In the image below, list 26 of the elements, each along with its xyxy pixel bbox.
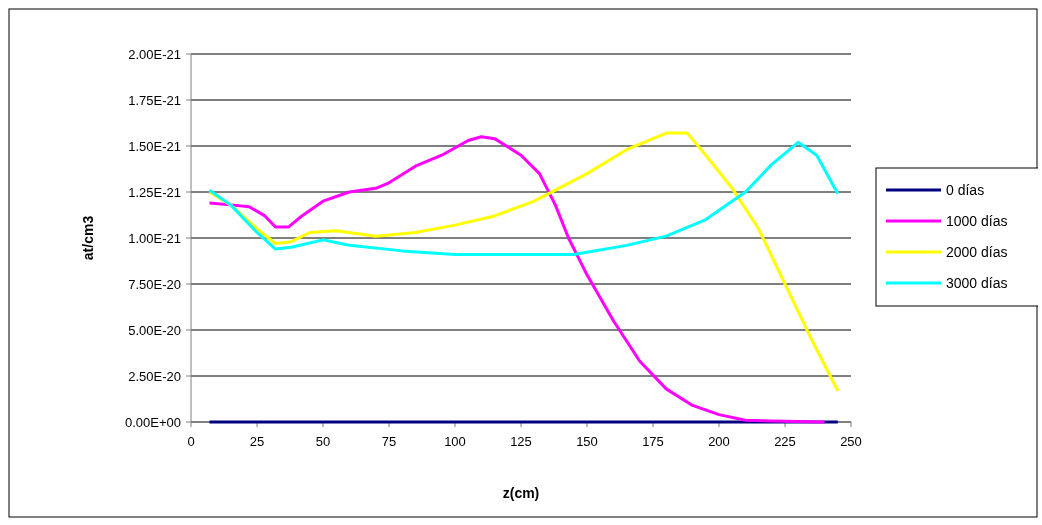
x-tick-label: 200 (708, 434, 730, 449)
legend-label: 3000 días (946, 274, 1008, 291)
x-tick-label: 25 (249, 434, 265, 449)
y-tick-label: 1.25E-21 (128, 184, 181, 200)
legend-label: 0 días (946, 181, 985, 198)
y-tick-label: 1.00E-21 (128, 230, 181, 246)
x-tick-label: 250 (840, 434, 862, 449)
y-tick-label: 7.50E-20 (128, 276, 181, 292)
x-tick-label: 150 (576, 434, 598, 449)
x-tick-label: 100 (444, 434, 466, 449)
y-tick-label: 2.00E-21 (128, 46, 181, 62)
y-tick-label: 5.00E-20 (128, 322, 181, 338)
x-tick-label: 0 (187, 434, 195, 449)
legend-label: 2000 días (946, 243, 1008, 260)
x-tick-label: 175 (642, 434, 664, 449)
x-tick-label: 75 (381, 434, 397, 449)
y-tick-label: 0.00E+00 (124, 414, 181, 430)
y-tick-label: 2.50E-20 (128, 368, 181, 384)
x-tick-label: 225 (774, 434, 796, 449)
y-axis-title: at/cm3 (80, 215, 96, 261)
x-tick-label: 125 (510, 434, 532, 449)
y-tick-label: 1.75E-21 (128, 92, 181, 108)
y-tick-label: 1.50E-21 (128, 138, 181, 154)
legend-label: 1000 días (946, 212, 1008, 229)
x-tick-label: 50 (315, 434, 331, 449)
x-axis-title: z(cm) (502, 485, 540, 501)
